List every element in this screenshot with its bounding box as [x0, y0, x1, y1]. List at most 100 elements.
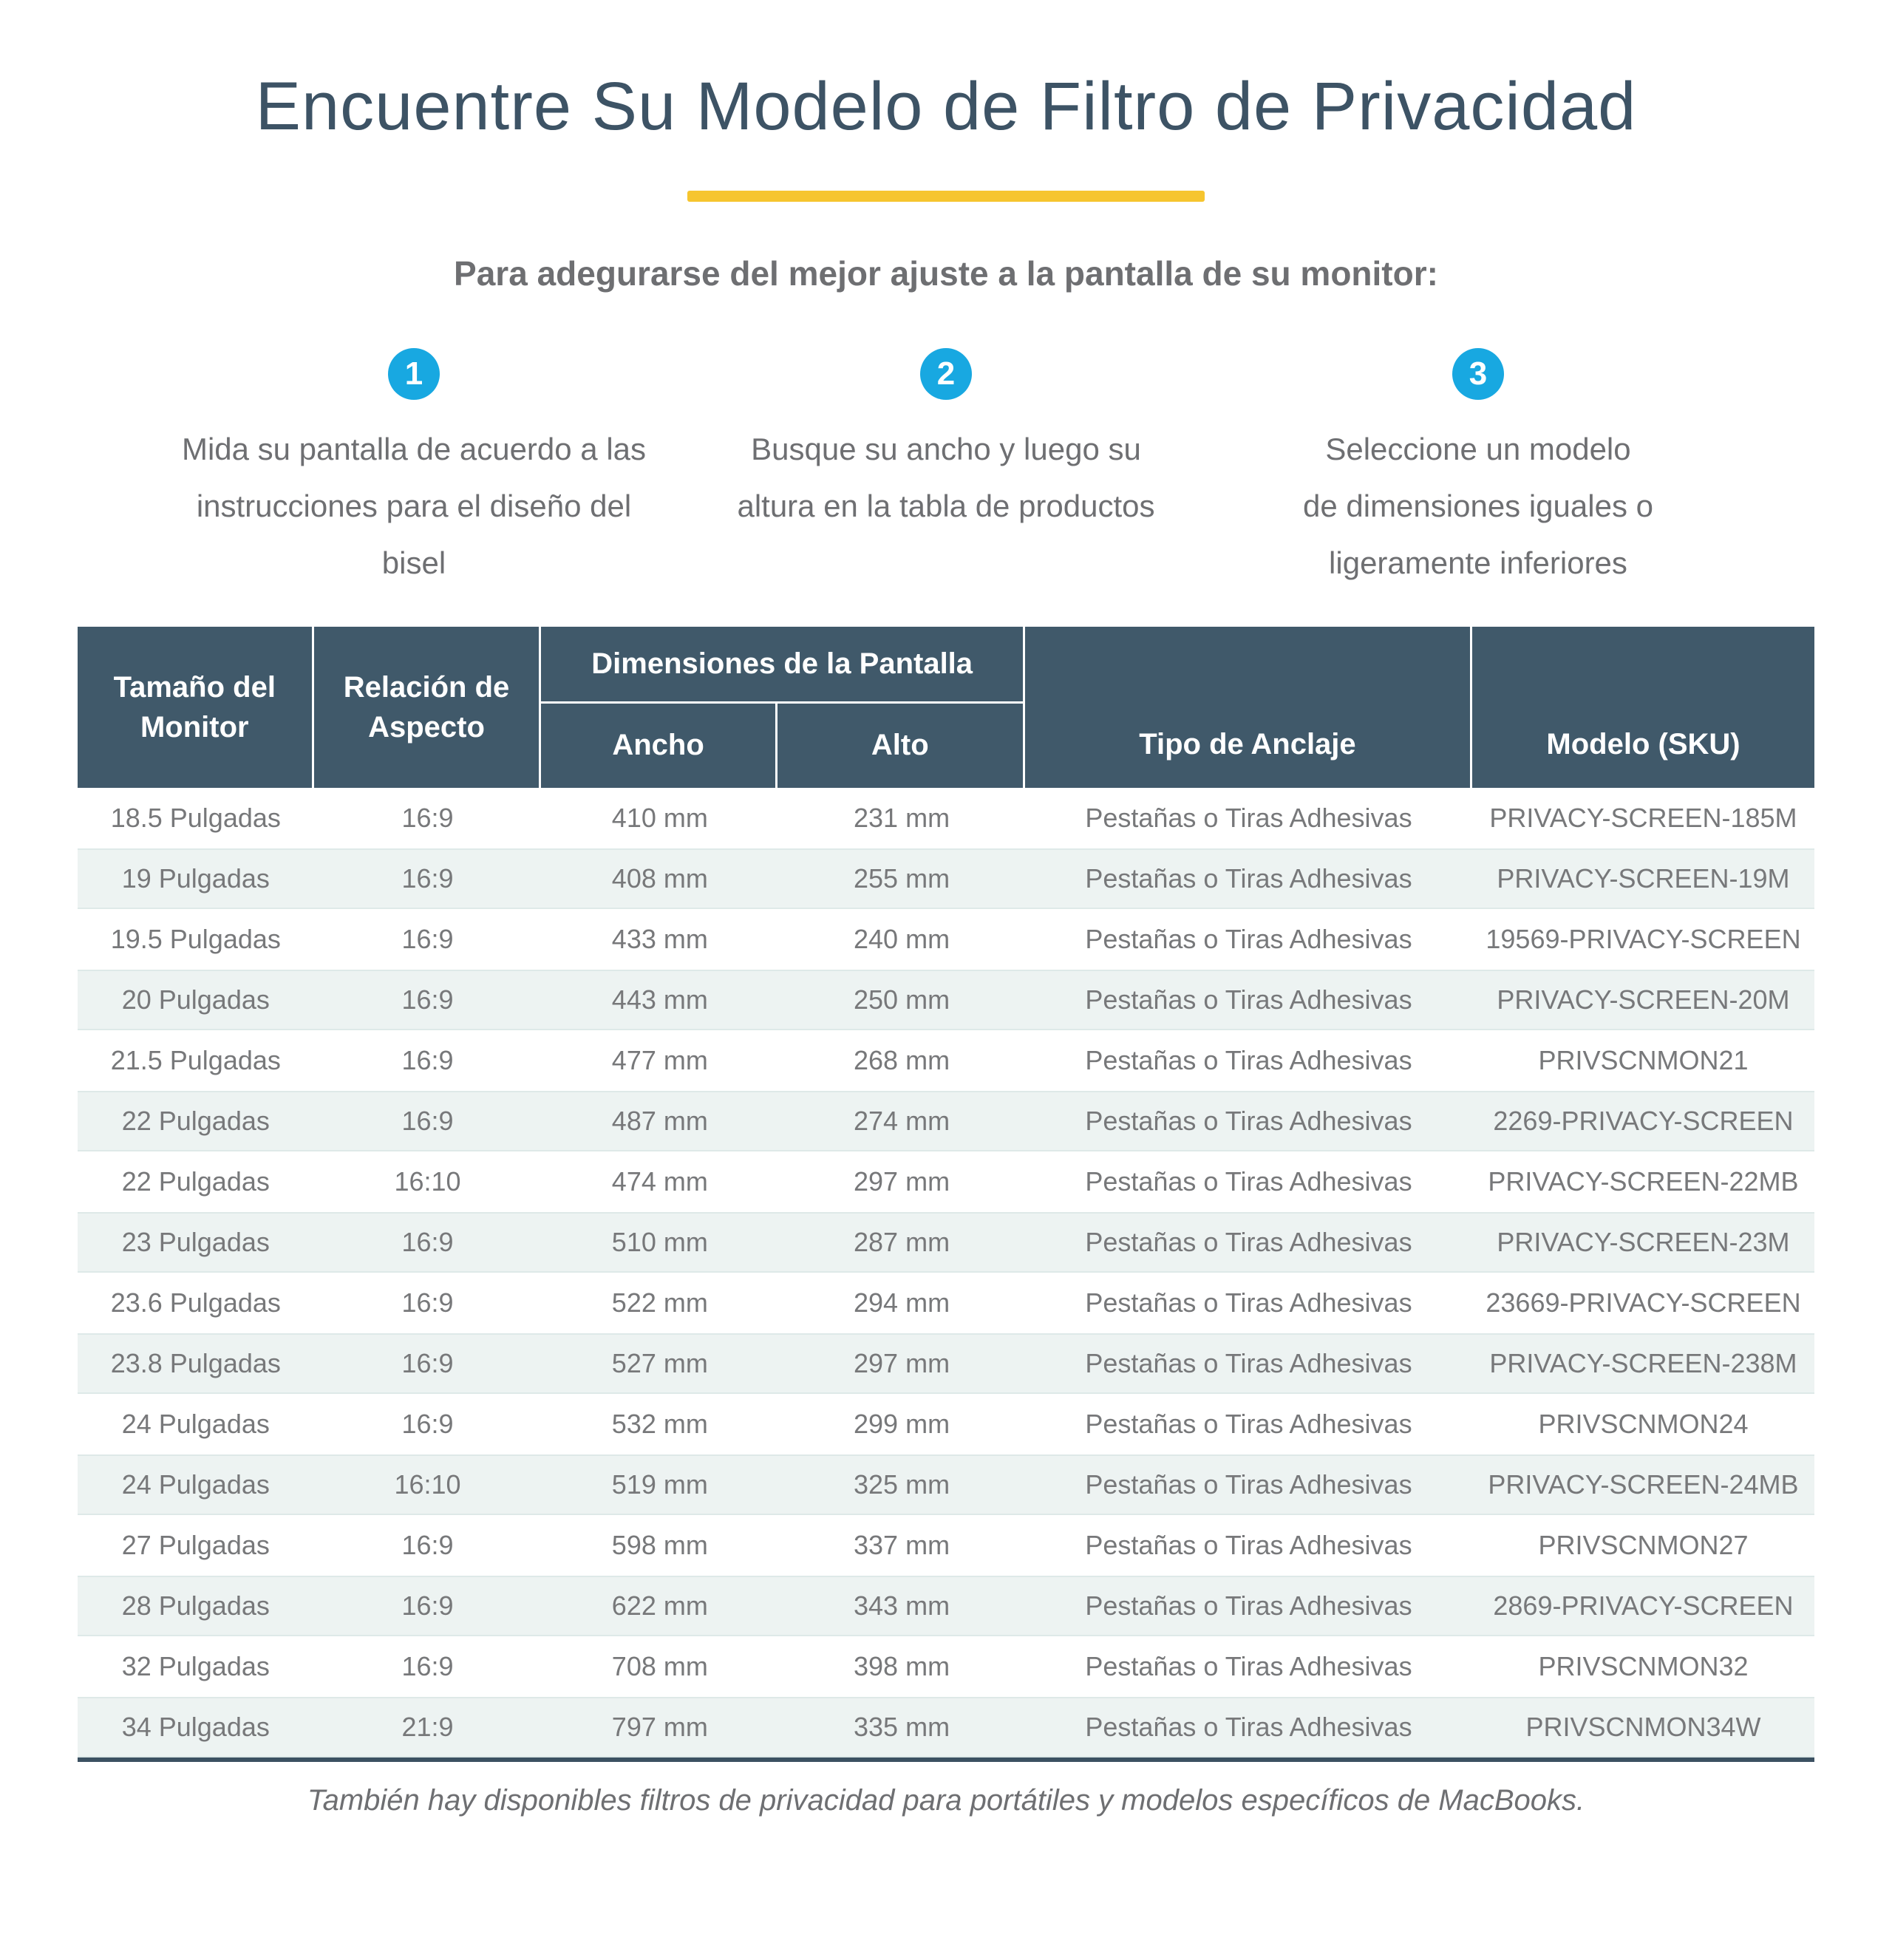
cell-aspect-ratio: 21:9 — [401, 1711, 454, 1742]
cell-monitor-size: 18.5 Pulgadas — [110, 802, 281, 833]
cell-model-sku: 23669-PRIVACY-SCREEN — [1486, 1287, 1801, 1318]
page-title: Encuentre Su Modelo de Filtro de Privaci… — [255, 69, 1637, 144]
cell-height: 231 mm — [854, 802, 950, 833]
cell-height: 250 mm — [854, 984, 950, 1015]
cell-monitor-size: 19.5 Pulgadas — [110, 923, 281, 954]
cell-anchor-type: Pestañas o Tiras Adhesivas — [1085, 1711, 1412, 1742]
cell-height: 274 mm — [854, 1105, 950, 1136]
steps-section: 1 Mida su pantalla de acuerdo a las inst… — [0, 347, 1892, 591]
cell-monitor-size: 23.6 Pulgadas — [110, 1287, 281, 1318]
cell-width: 443 mm — [611, 984, 708, 1015]
table-row: 19 Pulgadas 16:9 408 mm 255 mm Pestañas … — [78, 848, 1814, 909]
cell-monitor-size: 22 Pulgadas — [121, 1105, 270, 1136]
cell-height: 398 mm — [854, 1650, 950, 1681]
cell-height: 335 mm — [854, 1711, 950, 1742]
cell-height: 299 mm — [854, 1408, 950, 1439]
cell-width: 510 mm — [611, 1226, 708, 1257]
cell-anchor-type: Pestañas o Tiras Adhesivas — [1085, 1469, 1412, 1500]
cell-anchor-type: Pestañas o Tiras Adhesivas — [1085, 802, 1412, 833]
table-row: 32 Pulgadas 16:9 708 mm 398 mm Pestañas … — [78, 1636, 1814, 1697]
title-divider — [687, 190, 1205, 202]
cell-monitor-size: 27 Pulgadas — [121, 1529, 270, 1560]
cell-monitor-size: 24 Pulgadas — [121, 1469, 270, 1500]
cell-aspect-ratio: 16:10 — [394, 1166, 461, 1197]
cell-monitor-size: 34 Pulgadas — [121, 1711, 270, 1742]
step-3-line-2: de dimensiones iguales o — [1303, 488, 1653, 523]
cell-aspect-ratio: 16:9 — [401, 923, 454, 954]
footer-note: También hay disponibles filtros de priva… — [307, 1783, 1585, 1817]
step-number-badge-1: 1 — [388, 347, 440, 400]
cell-height: 268 mm — [854, 1044, 950, 1075]
cell-model-sku: PRIVACY-SCREEN-185M — [1489, 802, 1797, 833]
cell-width: 474 mm — [611, 1166, 708, 1197]
cell-height: 325 mm — [854, 1469, 950, 1500]
header-cell-height: Alto — [871, 729, 929, 762]
cell-anchor-type: Pestañas o Tiras Adhesivas — [1085, 862, 1412, 894]
cell-aspect-ratio: 16:9 — [401, 1105, 454, 1136]
cell-monitor-size: 23.8 Pulgadas — [110, 1347, 281, 1378]
step-2-line-2: altura en la tabla de productos — [737, 488, 1155, 523]
table-row: 18.5 Pulgadas 16:9 410 mm 231 mm Pestaña… — [78, 787, 1814, 848]
cell-anchor-type: Pestañas o Tiras Adhesivas — [1085, 1408, 1412, 1439]
header-group-dimensions-label: Dimensiones de la Pantalla — [541, 627, 1023, 704]
step-number-badge-3: 3 — [1452, 347, 1504, 400]
product-table: Tamaño del Monitor Relación de Aspecto D… — [78, 626, 1814, 1762]
table-row: 22 Pulgadas 16:9 487 mm 274 mm Pestañas … — [78, 1090, 1814, 1151]
table-row: 21.5 Pulgadas 16:9 477 mm 268 mm Pestaña… — [78, 1030, 1814, 1091]
cell-model-sku: PRIVACY-SCREEN-22MB — [1488, 1166, 1799, 1197]
step-description-3: Seleccione un modelo de dimensiones igua… — [1303, 421, 1653, 591]
cell-anchor-type: Pestañas o Tiras Adhesivas — [1085, 1287, 1412, 1318]
cell-monitor-size: 20 Pulgadas — [121, 984, 270, 1015]
cell-anchor-type: Pestañas o Tiras Adhesivas — [1085, 1650, 1412, 1681]
cell-model-sku: PRIVSCNMON24 — [1538, 1408, 1749, 1439]
table-row: 34 Pulgadas 21:9 797 mm 335 mm Pestañas … — [78, 1696, 1814, 1757]
step-3-line-1: Seleccione un modelo — [1325, 431, 1631, 466]
cell-height: 255 mm — [854, 862, 950, 894]
cell-monitor-size: 22 Pulgadas — [121, 1166, 270, 1197]
cell-monitor-size: 21.5 Pulgadas — [110, 1044, 281, 1075]
cell-width: 797 mm — [611, 1711, 708, 1742]
cell-anchor-type: Pestañas o Tiras Adhesivas — [1085, 1590, 1412, 1621]
cell-height: 337 mm — [854, 1529, 950, 1560]
table-row: 28 Pulgadas 16:9 622 mm 343 mm Pestañas … — [78, 1575, 1814, 1636]
step-number-badge-2: 2 — [920, 347, 972, 400]
cell-model-sku: PRIVSCNMON34W — [1525, 1711, 1761, 1742]
cell-aspect-ratio: 16:9 — [401, 1408, 454, 1439]
cell-model-sku: PRIVACY-SCREEN-19M — [1497, 862, 1790, 894]
cell-aspect-ratio: 16:9 — [401, 1529, 454, 1560]
table-row: 23 Pulgadas 16:9 510 mm 287 mm Pestañas … — [78, 1211, 1814, 1273]
step-1-line-2: instrucciones para el diseño del — [196, 488, 632, 523]
cell-width: 487 mm — [611, 1105, 708, 1136]
table-row: 24 Pulgadas 16:9 532 mm 299 mm Pestañas … — [78, 1393, 1814, 1454]
cell-height: 343 mm — [854, 1590, 950, 1621]
header-cell-aspect-ratio: Relación de Aspecto — [314, 626, 542, 788]
cell-aspect-ratio: 16:9 — [401, 1590, 454, 1621]
step-2-line-1: Busque su ancho y luego su — [751, 431, 1141, 466]
cell-model-sku: PRIVSCNMON32 — [1538, 1650, 1749, 1681]
table-row: 20 Pulgadas 16:9 443 mm 250 mm Pestañas … — [78, 969, 1814, 1030]
cell-aspect-ratio: 16:9 — [401, 1287, 454, 1318]
cell-model-sku: 2269-PRIVACY-SCREEN — [1493, 1105, 1794, 1136]
cell-monitor-size: 32 Pulgadas — [121, 1650, 270, 1681]
cell-aspect-ratio: 16:9 — [401, 1044, 454, 1075]
cell-aspect-ratio: 16:9 — [401, 862, 454, 894]
table-body: 18.5 Pulgadas 16:9 410 mm 231 mm Pestaña… — [78, 787, 1814, 1757]
step-description-2: Busque su ancho y luego su altura en la … — [737, 421, 1154, 534]
cell-anchor-type: Pestañas o Tiras Adhesivas — [1085, 1105, 1412, 1136]
table-row: 19.5 Pulgadas 16:9 433 mm 240 mm Pestaña… — [78, 908, 1814, 970]
table-row: 24 Pulgadas 16:10 519 mm 325 mm Pestañas… — [78, 1454, 1814, 1515]
header-cell-anchor-type: Tipo de Anclaje — [1025, 626, 1473, 788]
cell-monitor-size: 23 Pulgadas — [121, 1226, 270, 1257]
cell-anchor-type: Pestañas o Tiras Adhesivas — [1085, 923, 1412, 954]
cell-width: 708 mm — [611, 1650, 708, 1681]
cell-monitor-size: 28 Pulgadas — [121, 1590, 270, 1621]
cell-model-sku: 19569-PRIVACY-SCREEN — [1486, 923, 1801, 954]
cell-model-sku: PRIVSCNMON21 — [1538, 1044, 1749, 1075]
header-cell-monitor-size: Tamaño del Monitor — [78, 626, 314, 788]
table-row: 27 Pulgadas 16:9 598 mm 337 mm Pestañas … — [78, 1514, 1814, 1576]
cell-anchor-type: Pestañas o Tiras Adhesivas — [1085, 1529, 1412, 1560]
table-row: 22 Pulgadas 16:10 474 mm 297 mm Pestañas… — [78, 1151, 1814, 1212]
cell-height: 240 mm — [854, 923, 950, 954]
cell-anchor-type: Pestañas o Tiras Adhesivas — [1085, 1226, 1412, 1257]
cell-width: 410 mm — [611, 802, 708, 833]
